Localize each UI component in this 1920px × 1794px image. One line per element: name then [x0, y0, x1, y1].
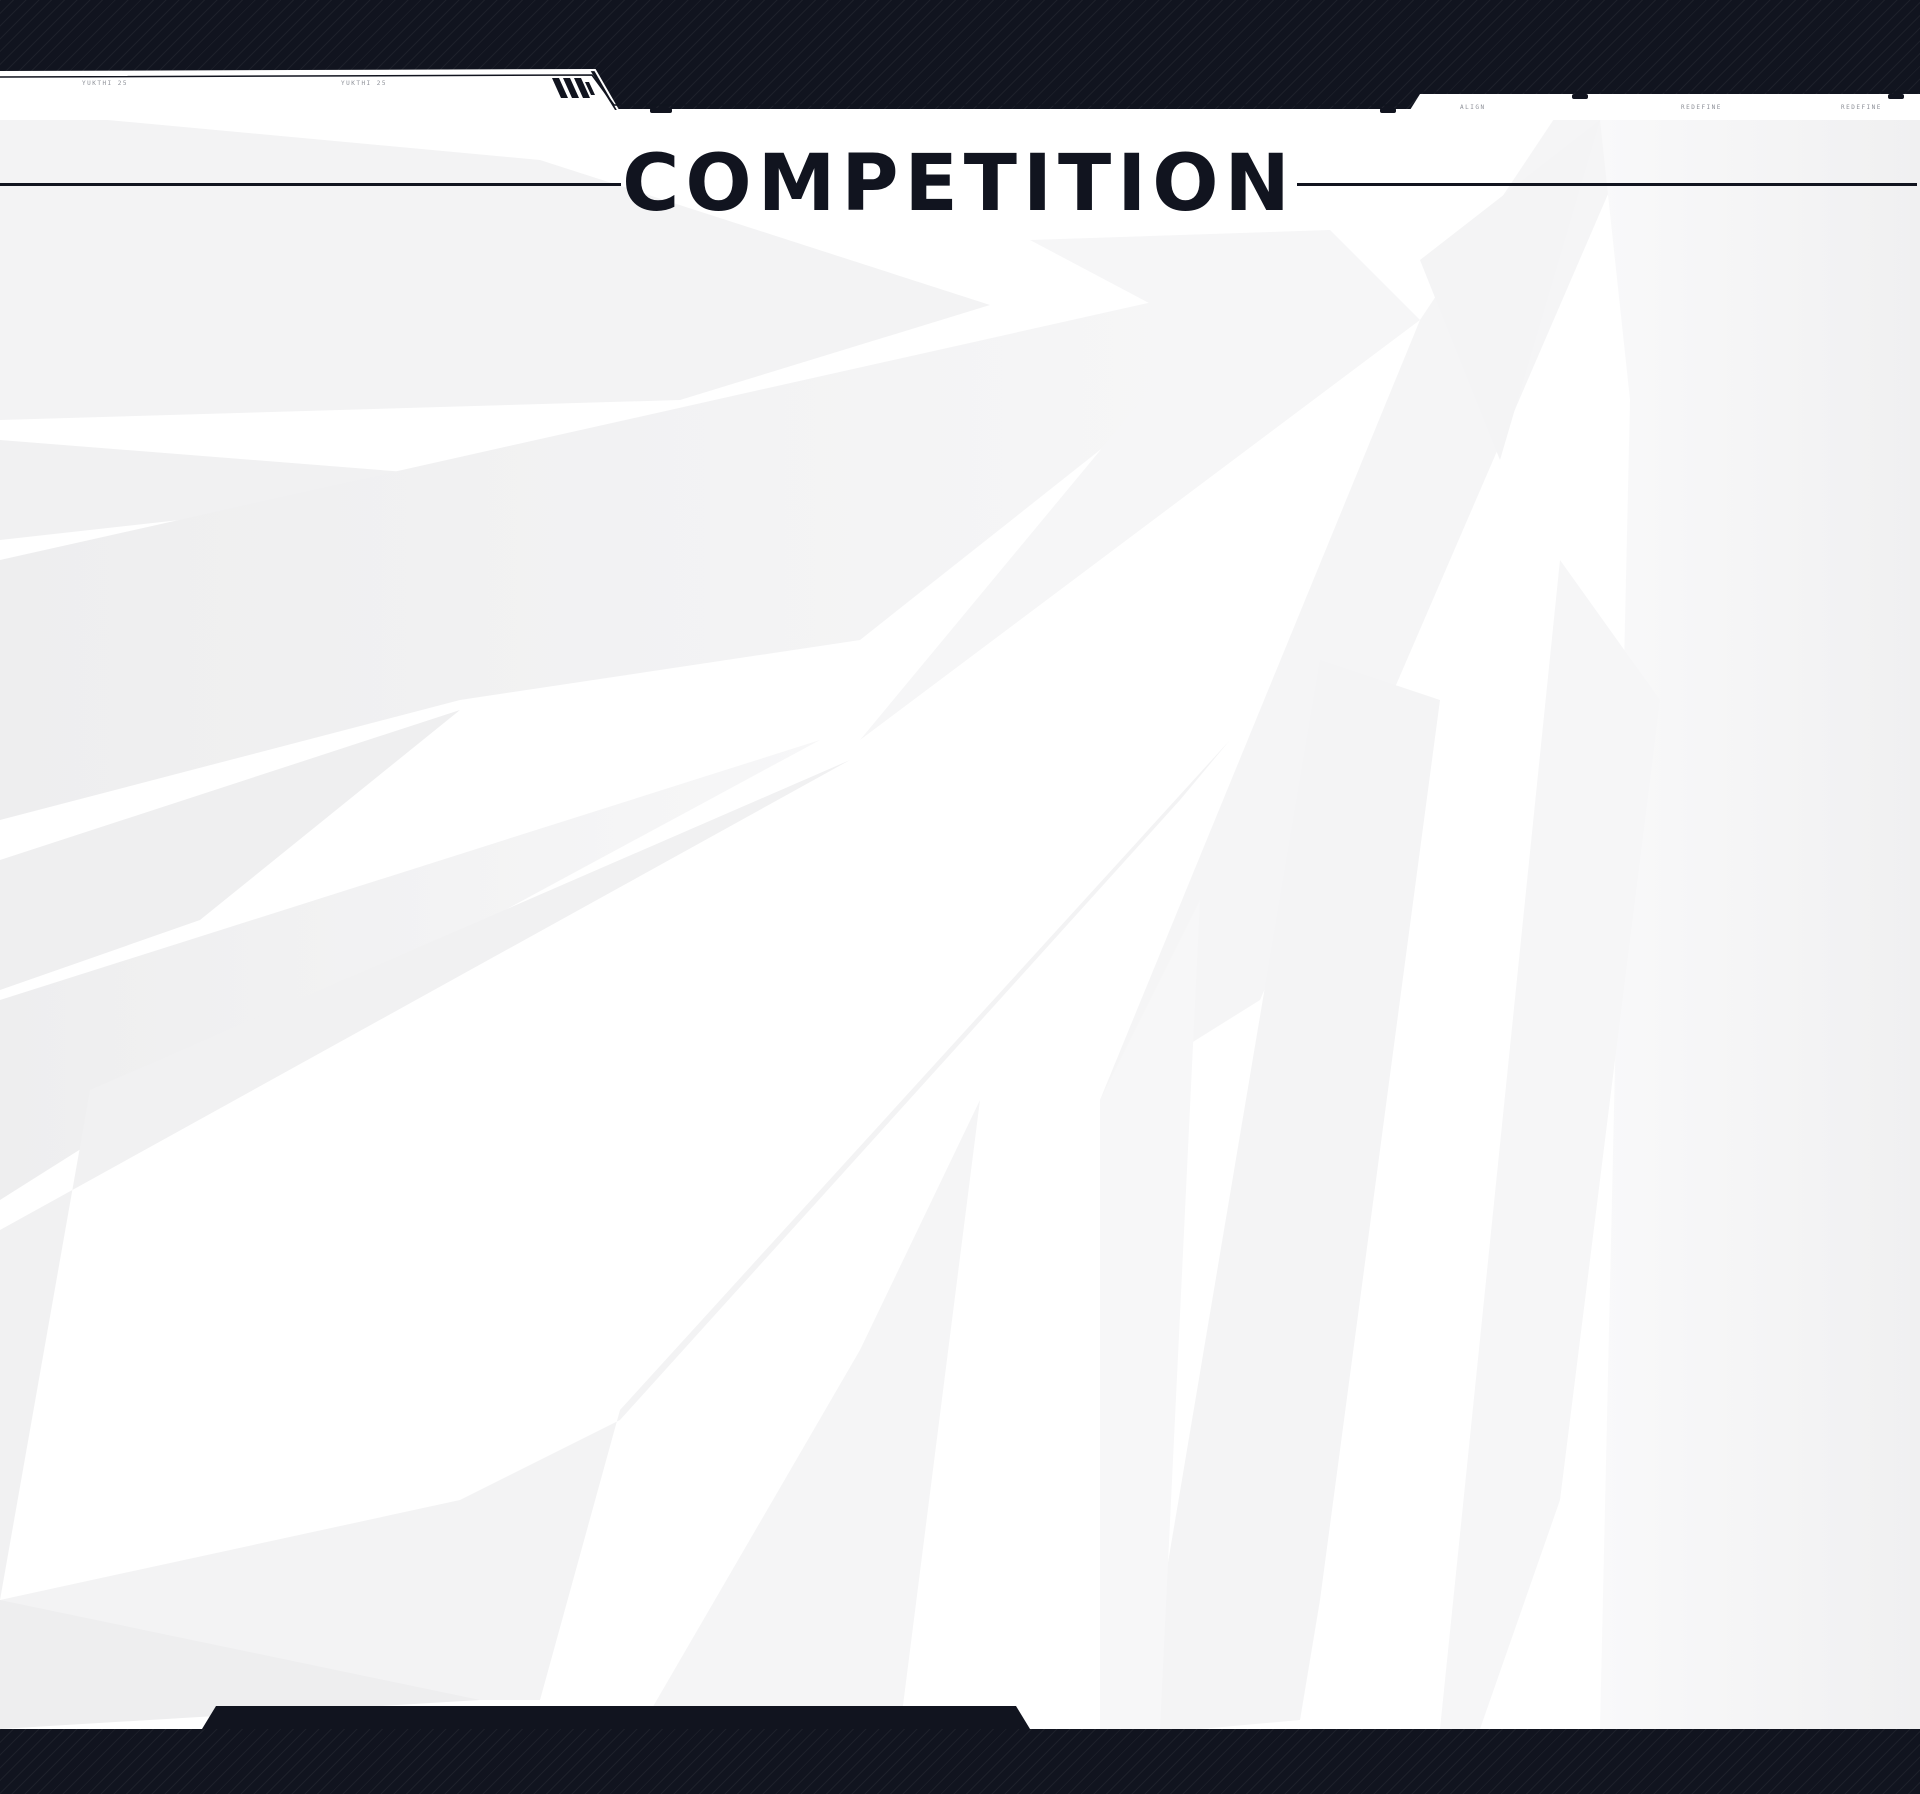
title-divider-left — [0, 183, 621, 186]
triple-slash-stripes-icon — [552, 78, 595, 98]
page-title: COMPETITION — [622, 139, 1296, 229]
bottom-footer-band — [0, 1729, 1920, 1794]
bottom-tab — [202, 1706, 1030, 1729]
header-frame — [0, 68, 1920, 120]
title-row: COMPETITION — [0, 140, 1920, 228]
header-tag-right-1: ALIGN — [1460, 104, 1486, 111]
header-tag-right-3: REDEFINE — [1841, 104, 1882, 111]
header-tag-left-2: YUKTHI 25 — [341, 80, 388, 87]
header-tag-left-1: YUKTHI 25 — [82, 80, 129, 87]
title-divider-right — [1297, 183, 1917, 186]
header-tag-right-2: REDEFINE — [1681, 104, 1722, 111]
